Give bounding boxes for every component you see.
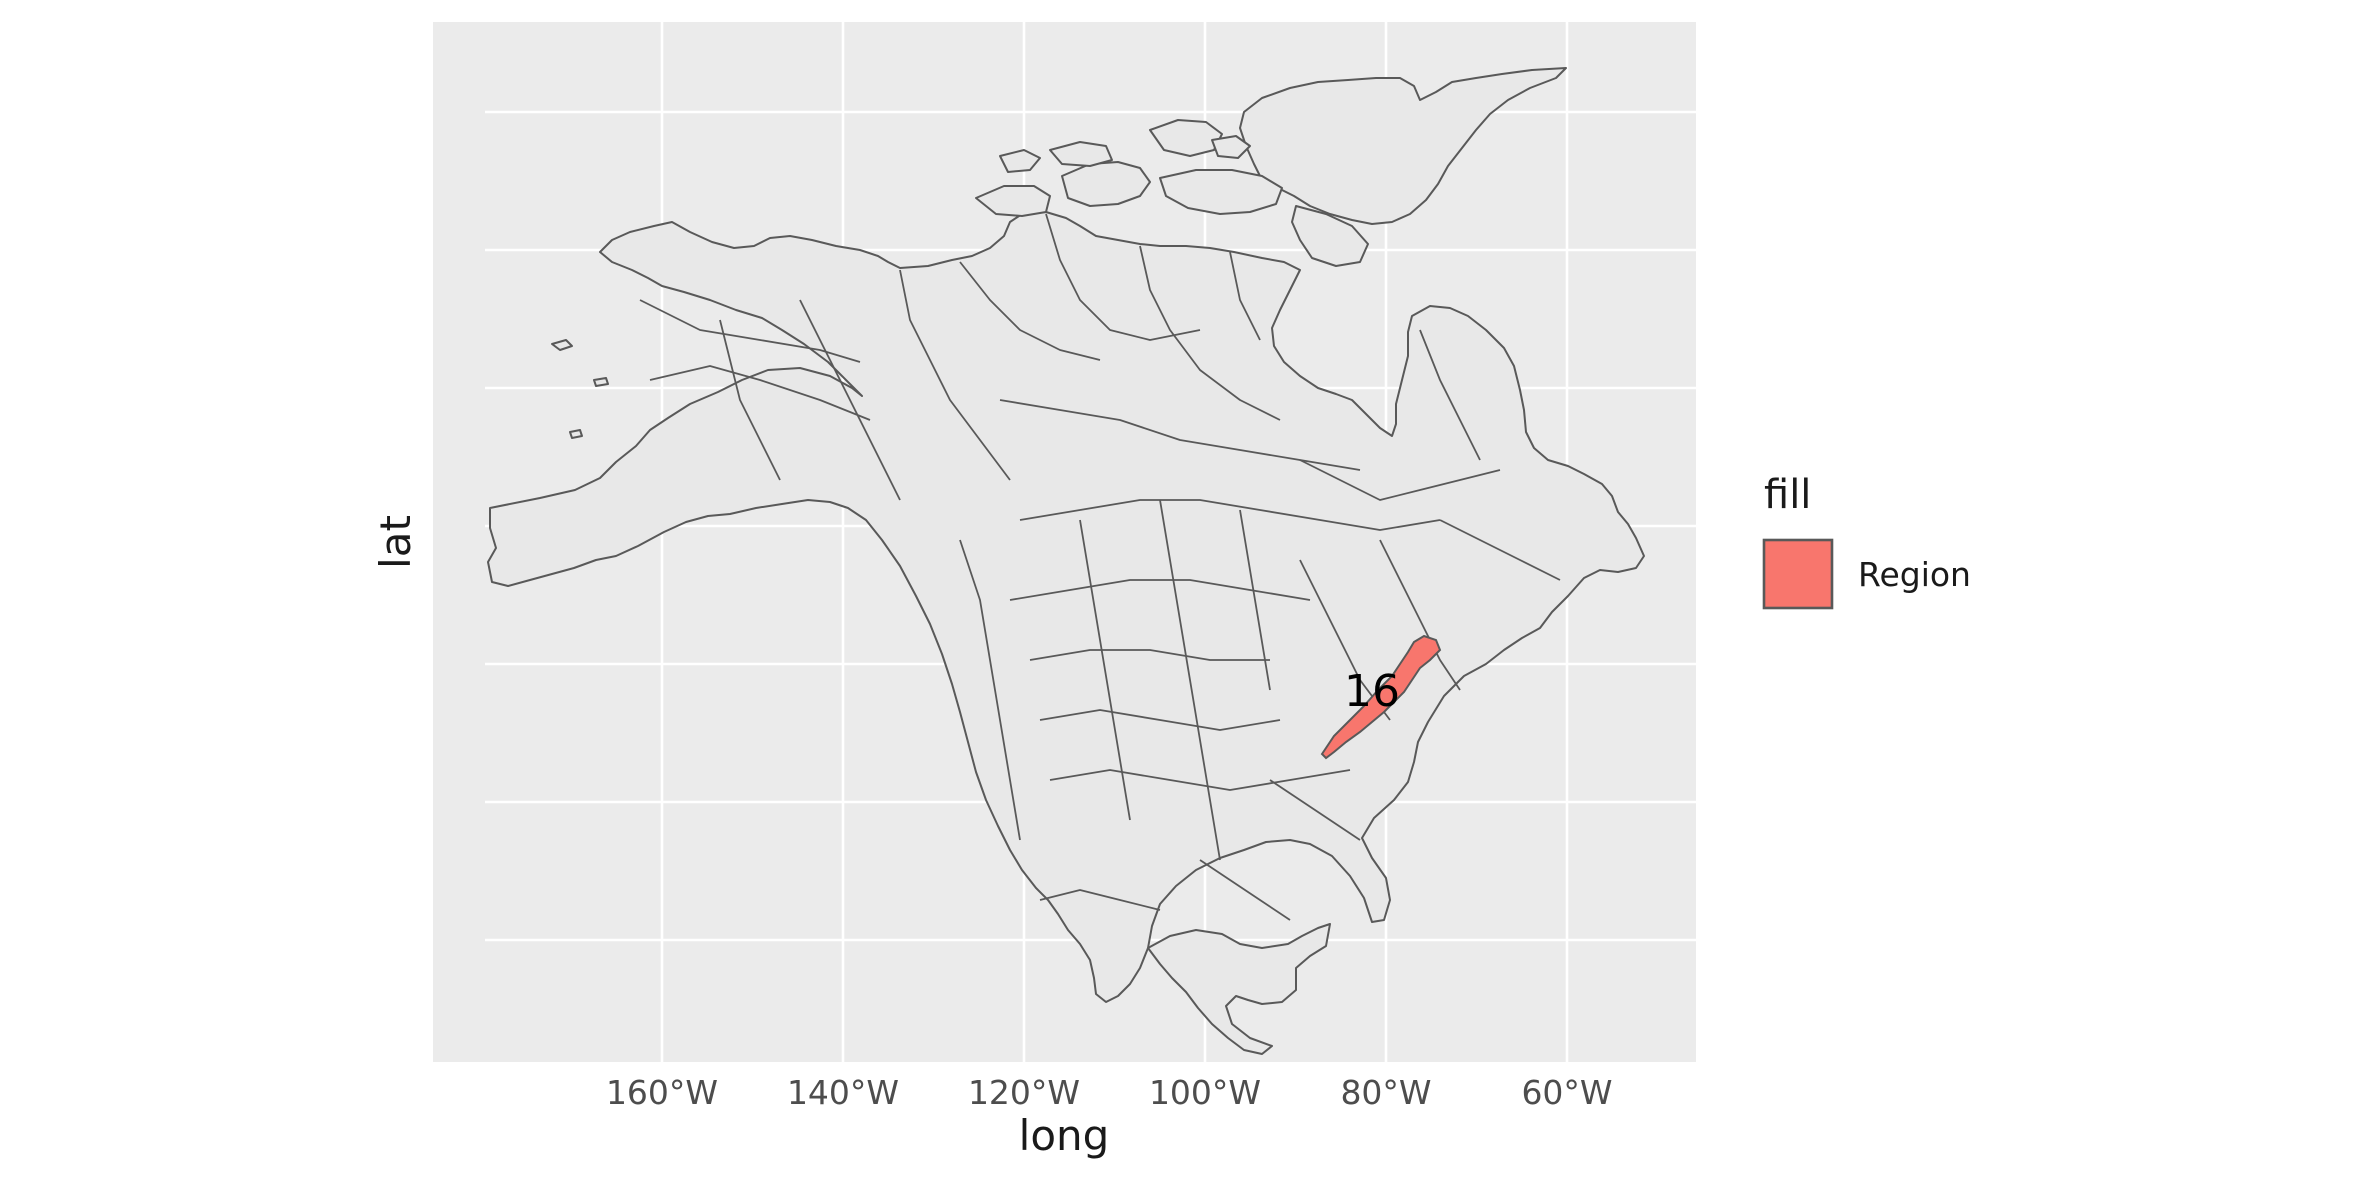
aleutian-island [551,339,573,351]
region-boundary [959,539,1021,841]
region-boundary [1049,769,1351,791]
x-tick-label: 160°W [606,1073,718,1112]
region-boundary [1229,251,1261,341]
region-boundary [1439,519,1561,581]
legend: fill Region [1762,472,1971,610]
region-boundary [1379,539,1461,691]
x-axis-ticks: 160°W 140°W 120°W 100°W 80°W 60°W [606,1073,1613,1112]
aleutian-island [569,429,583,439]
x-tick-label: 80°W [1340,1073,1431,1112]
greenland-landmass [1239,67,1567,225]
x-tick-label: 120°W [968,1073,1080,1112]
x-tick-label: 100°W [1149,1073,1261,1112]
arctic-island [975,185,1051,217]
arctic-island [1159,169,1283,215]
region-boundary [719,319,781,481]
region-boundary [1269,779,1361,841]
region-boundary [1239,509,1271,691]
region-boundary [1019,499,1441,531]
region-boundary [1419,329,1481,461]
arctic-island [1291,205,1369,267]
region-boundary [1009,579,1311,601]
region-label: 16 [1344,666,1400,717]
x-tick-label: 140°W [787,1073,899,1112]
region-boundary [1039,709,1281,731]
region-boundary [649,365,871,421]
legend-item-label: Region [1858,555,1971,594]
arctic-island [1049,141,1113,167]
region-16-shape [1320,634,1442,760]
region-boundary [1029,649,1270,661]
region-boundary [1199,859,1291,921]
legend-title: fill [1764,472,1811,518]
region-boundary [899,269,1011,481]
x-axis-title: long [1019,1111,1110,1160]
region-boundary [1299,559,1391,721]
central-america [1147,923,1331,1055]
y-axis-title: lat [371,515,420,569]
legend-key-swatch [1762,538,1834,610]
arctic-island [999,149,1041,173]
region-boundary [1039,889,1161,911]
mainland-north-america [487,211,1645,1003]
ecoregion-boundaries [639,213,1561,921]
region-boundary [639,299,861,363]
arctic-island [1211,135,1251,159]
region-boundary [1045,213,1201,341]
region-boundary [1159,499,1221,861]
region-boundary [1139,245,1281,421]
region-boundary [1079,519,1131,821]
region-boundary [959,261,1101,361]
aleutian-island [593,377,609,387]
highlighted-region: 16 [1320,634,1442,760]
region-boundary [1299,459,1501,501]
north-america-landmass [487,67,1645,1055]
region-boundary [799,299,901,501]
x-tick-label: 60°W [1521,1073,1612,1112]
